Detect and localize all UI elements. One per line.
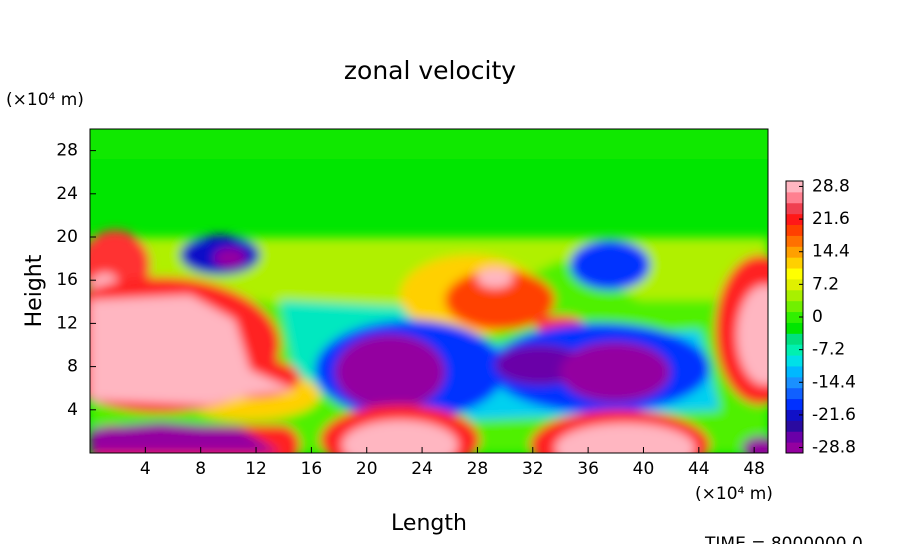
x-tick-label: 48 (743, 459, 765, 479)
x-tick-label: 24 (411, 459, 433, 479)
colorbar-band (786, 268, 803, 280)
colorbar-band (786, 322, 803, 334)
x-tick-label: 20 (356, 459, 378, 479)
colorbar-band (786, 311, 803, 323)
x-tick-label: 36 (577, 459, 599, 479)
colorbar-band (786, 355, 803, 367)
colorbar-tick-label: -28.8 (812, 438, 856, 458)
y-tick-label: 24 (56, 184, 78, 204)
colorbar-band (786, 398, 803, 410)
x-tick-label: 12 (245, 459, 267, 479)
x-axis-label: Length (391, 511, 467, 536)
colorbar-band (786, 420, 803, 432)
x-tick-label: 44 (688, 459, 710, 479)
y-unit: (×10⁴ m) (6, 90, 84, 110)
y-axis-label: Height (22, 254, 47, 327)
colorbar-tick-label: 7.2 (812, 274, 839, 294)
y-tick-label: 4 (67, 400, 78, 420)
y-tick-label: 12 (56, 313, 78, 333)
plot-frame (89, 128, 769, 454)
colorbar-band (786, 181, 803, 193)
colorbar-tick-label: 0 (812, 307, 823, 327)
x-tick-label: 8 (195, 459, 206, 479)
colorbar-band (786, 246, 803, 258)
x-tick-label: 40 (633, 459, 655, 479)
colorbar-band (786, 191, 803, 204)
footer: TIME = 8000000.0 (704, 534, 863, 544)
x-tick-label: 32 (522, 459, 544, 479)
colorbar-band (786, 387, 803, 400)
y-tick-label: 20 (56, 227, 78, 247)
colorbar-tick-label: 14.4 (812, 242, 850, 262)
colorbar-band (786, 224, 803, 236)
colorbar-band (786, 365, 803, 378)
colorbar-tick-label: -14.4 (812, 372, 856, 392)
colorbar-tick-label: 28.8 (812, 176, 850, 196)
x-unit: (×10⁴ m) (695, 484, 773, 504)
colorbar-band (786, 431, 803, 443)
colorbar-band (786, 257, 803, 269)
field (90, 129, 768, 453)
colorbar-band (786, 333, 803, 345)
colorbar-band (786, 376, 803, 389)
colorbar-band (786, 278, 803, 291)
colorbar-tick-label: 21.6 (812, 209, 850, 229)
colorbar-band (786, 202, 803, 215)
x-tick-label: 16 (301, 459, 323, 479)
y-tick-label: 16 (56, 270, 78, 290)
chart-title: zonal velocity (344, 56, 516, 85)
x-tick-label: 28 (467, 459, 489, 479)
colorbar-band (786, 409, 803, 421)
colorbar-band (786, 289, 803, 302)
x-tick-label: 4 (140, 459, 151, 479)
colorbar-band (786, 213, 803, 226)
colorbar-tick-label: -7.2 (812, 340, 845, 360)
colorbar-band (786, 300, 803, 313)
y-tick-label: 28 (56, 141, 78, 161)
colorbar-band (786, 235, 803, 247)
y-tick-label: 8 (67, 357, 78, 377)
colorbar-band (786, 344, 803, 356)
colorbar-band (786, 442, 803, 454)
colorbar-tick-label: -21.6 (812, 405, 856, 425)
